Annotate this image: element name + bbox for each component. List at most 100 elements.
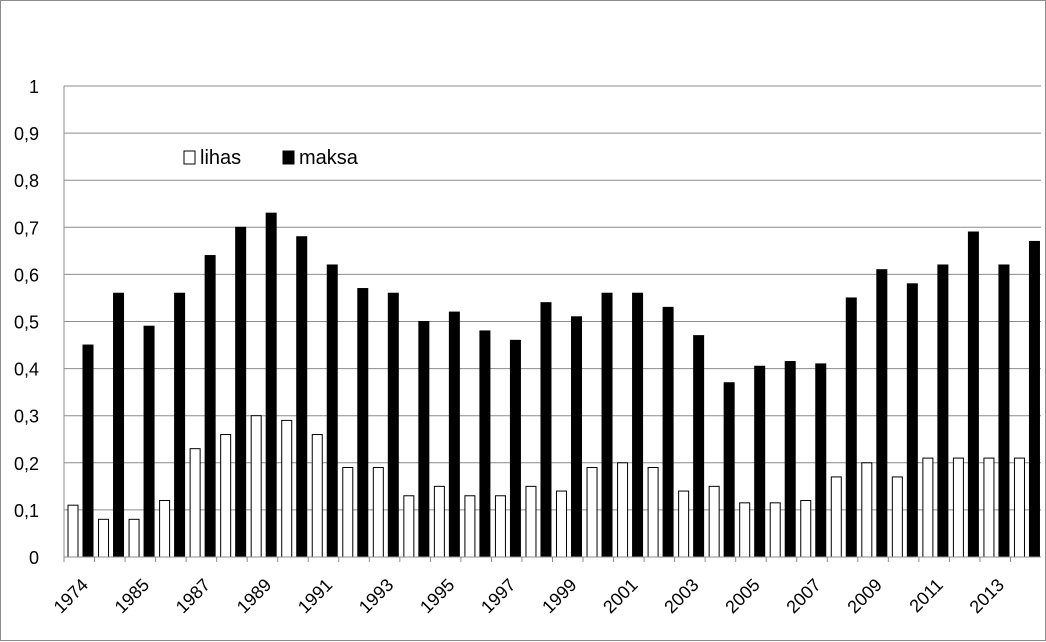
bar-lihas [617,462,629,558]
legend: lihas maksa [183,147,359,169]
bar-maksa [113,292,125,558]
bar-lihas [403,495,415,558]
bar-maksa [662,306,674,558]
bar-lihas [1013,457,1025,558]
bar-lihas [678,490,690,558]
bar-lihas [281,419,293,558]
y-tick-label: 0,7 [14,218,39,238]
x-tick-label: 2007 [782,575,824,617]
x-tick-label: 2001 [599,575,641,617]
bar-lihas [250,415,262,558]
x-tick-labels: 1974 1985 1987 1989 1991 1993 1995 1997 1999 2001… [50,575,1008,617]
y-tick-label: 0 [29,548,39,568]
legend-swatch-maksa [282,150,295,165]
bar-maksa [693,335,705,558]
bar-maksa [784,361,796,558]
y-tick-labels: 0 0,1 0,2 0,3 0,4 0,5 0,6 0,7 0,8 0,9 1 [14,77,39,568]
bar-maksa [174,292,186,558]
y-tick-label: 0,5 [14,313,39,333]
x-tick-label: 1974 [50,575,92,617]
bar-maksa [326,264,338,558]
axes [63,86,1041,562]
bar-lihas [861,462,873,558]
x-tick-label: 1989 [233,575,275,617]
x-tick-label: 1991 [294,575,336,617]
bar-lihas [952,457,964,558]
x-tick-label: 2009 [843,575,885,617]
bar-lihas [372,467,384,558]
x-tick-label: 2005 [721,575,763,617]
y-tick-label: 0,1 [14,501,39,521]
bar-maksa [1028,240,1040,558]
bar-lihas [464,495,476,558]
bar-maksa [387,292,399,558]
bar-maksa [479,330,491,558]
legend-label-maksa: maksa [299,147,359,169]
bar-maksa [296,236,308,558]
y-tick-label: 1 [29,77,39,97]
x-tick-label: 1993 [355,575,397,617]
bar-maksa [204,255,216,558]
bar-lihas [525,485,537,558]
y-tick-label: 0,6 [14,265,39,285]
bar-maksa [937,264,949,558]
legend-label-lihas: lihas [200,147,241,169]
bar-lihas [800,499,812,558]
x-tick-label: 1995 [416,575,458,617]
x-tick-label: 2011 [905,575,947,617]
x-tick-label: 1985 [111,575,153,617]
bar-lihas [189,448,201,558]
bar-maksa [235,226,247,558]
bar-maksa [906,283,918,558]
bar-maksa [845,297,857,558]
bar-lihas [311,434,323,558]
bar-lihas [494,495,506,558]
bar-lihas [769,502,781,558]
bar-maksa [143,325,155,558]
bar-maksa [509,339,521,558]
bar-maksa [601,292,613,558]
bar-maksa [571,316,582,558]
x-tick-label: 1999 [538,575,580,617]
y-tick-label: 0,9 [14,124,39,144]
bar-lihas [342,467,354,558]
x-tick-label: 2003 [660,575,702,617]
bar-maksa [998,264,1010,558]
bar-maksa [723,382,735,558]
bar-lihas [586,467,598,558]
x-tick-label: 2013 [966,575,1008,617]
bar-maksa [967,231,979,558]
bar-lihas [67,504,79,558]
x-tick-label: 1987 [172,575,214,617]
x-tick-label: 1997 [477,575,519,617]
bar-lihas [159,499,171,558]
bar-lihas [98,518,110,558]
legend-swatch-lihas [183,150,196,165]
bar-maksa [418,321,430,558]
bar-lihas [922,457,934,558]
bar-lihas [708,485,720,558]
y-tick-label: 0,2 [14,454,39,474]
bars [67,212,1040,558]
bar-lihas [891,476,903,558]
bar-lihas [556,490,567,558]
bar-maksa [265,212,277,558]
y-tick-label: 0,4 [14,360,39,380]
bar-maksa [357,288,369,558]
y-tick-label: 0,8 [14,171,39,191]
bar-lihas [983,457,995,558]
bar-maksa [540,302,552,558]
bar-maksa [448,311,460,558]
bar-maksa [876,269,888,558]
bar-maksa [815,363,827,558]
bar-maksa [754,365,766,558]
bar-lihas [220,434,232,558]
bar-lihas [128,518,140,558]
bar-maksa [82,344,94,558]
bar-lihas [433,485,445,558]
bar-lihas [739,502,751,558]
y-tick-label: 0,3 [14,407,39,427]
bar-lihas [830,476,842,558]
